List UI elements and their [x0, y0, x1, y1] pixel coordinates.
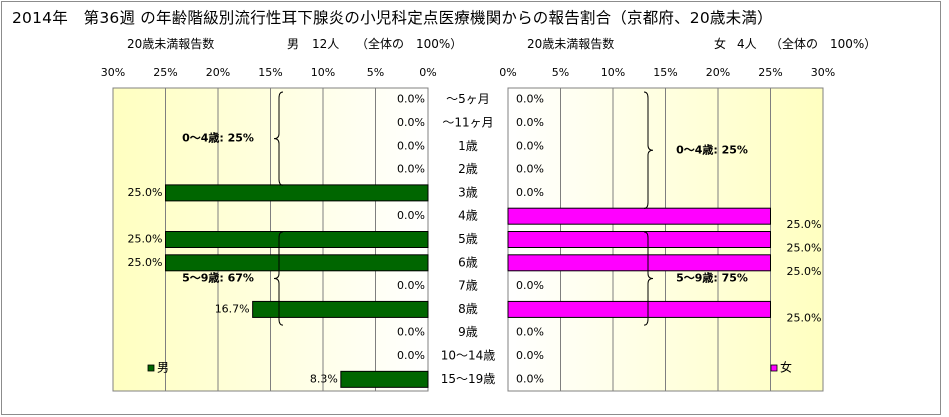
chart-title: 2014年 第36週 の年齢階級別流行性耳下腺炎の小児科定点医療機関からの報告割…	[12, 9, 773, 27]
female-x-tick-label: 10%	[601, 66, 625, 79]
male-bar	[340, 370, 429, 388]
male-value-label: 0.0%	[397, 279, 425, 292]
male-x-tick-label: 5%	[367, 66, 384, 79]
female-value-label: 0.0%	[516, 93, 544, 106]
female-value-label: 0.0%	[516, 279, 544, 292]
male-value-label: 0.0%	[397, 349, 425, 362]
male-value-label: 0.0%	[397, 139, 425, 152]
male-value-label: 0.0%	[397, 116, 425, 129]
male-x-tick-label: 10%	[311, 66, 335, 79]
female-value-label: 25.0%	[787, 218, 822, 231]
male-count: 12人	[312, 37, 340, 51]
female-share-note: （全体の 100%）	[770, 37, 877, 51]
female-bar	[507, 231, 771, 248]
male-range-annotation: 5～9歳: 67%	[182, 270, 254, 284]
female-count: 4人	[737, 37, 757, 51]
age-category-label: 5歳	[458, 232, 478, 246]
age-category-label: 9歳	[458, 325, 478, 339]
male-x-tick-label: 20%	[206, 66, 230, 79]
male-value-label: 0.0%	[397, 209, 425, 222]
female-value-label: 0.0%	[516, 116, 544, 129]
male-value-label: 0.0%	[397, 326, 425, 339]
age-category-label: 7歳	[458, 279, 478, 293]
age-category-label: 2歳	[458, 162, 478, 176]
male-bar	[165, 254, 429, 272]
male-legend-swatch	[147, 364, 155, 372]
male-value-label: 25.0%	[128, 186, 163, 199]
age-category-label: 3歳	[458, 185, 478, 199]
female-value-label: 0.0%	[516, 186, 544, 199]
female-legend-label: 女	[780, 360, 792, 375]
male-bar	[165, 231, 429, 248]
female-bar	[507, 207, 771, 225]
female-value-label: 0.0%	[516, 349, 544, 362]
female-value-label: 0.0%	[516, 139, 544, 152]
male-share-note: （全体の 100%）	[356, 37, 463, 51]
female-x-tick-label: 15%	[653, 66, 677, 79]
male-value-label: 8.3%	[310, 372, 338, 385]
age-category-label: ～5ヶ月	[446, 92, 490, 106]
female-range-annotation: 0～4歳: 25%	[676, 142, 748, 156]
female-sex-label: 女	[714, 37, 727, 51]
male-x-tick-label: 15%	[258, 66, 282, 79]
male-bar	[165, 184, 429, 202]
male-value-label: 0.0%	[397, 93, 425, 106]
female-x-tick-label: 5%	[552, 66, 569, 79]
male-legend-label: 男	[157, 361, 169, 375]
male-x-tick-label: 30%	[101, 66, 125, 79]
male-value-label: 25.0%	[128, 233, 163, 246]
female-value-label: 0.0%	[516, 326, 544, 339]
female-x-tick-label: 25%	[758, 66, 782, 79]
male-range-annotation: 0～4歳: 25%	[182, 131, 254, 145]
female-bar	[507, 254, 771, 272]
age-category-label: 1歳	[458, 139, 478, 153]
female-value-label: 0.0%	[516, 163, 544, 176]
male-range-brace	[273, 91, 284, 186]
female-x-tick-label: 20%	[706, 66, 730, 79]
female-value-label: 25.0%	[787, 311, 822, 324]
male-value-label: 0.0%	[397, 163, 425, 176]
female-value-label: 25.0%	[787, 265, 822, 278]
male-x-tick-label: 0%	[419, 66, 436, 79]
female-value-label: 0.0%	[516, 372, 544, 385]
female-x-tick-label: 0%	[499, 66, 516, 79]
female-report-label: 20歳未満報告数	[527, 37, 615, 51]
age-category-label: 8歳	[458, 302, 478, 316]
female-x-tick-label: 30%	[811, 66, 835, 79]
age-category-label: 10～14歳	[441, 349, 496, 363]
age-category-label: 15～19歳	[441, 372, 496, 386]
male-report-label: 20歳未満報告数	[127, 37, 215, 51]
male-value-label: 25.0%	[128, 256, 163, 269]
female-bar	[507, 300, 771, 318]
male-range-brace	[273, 231, 284, 326]
age-category-label: 6歳	[458, 255, 478, 269]
male-bar	[252, 300, 429, 318]
female-range-annotation: 5～9歳: 75%	[676, 270, 748, 284]
female-range-brace	[643, 91, 654, 210]
age-category-label: ～11ヶ月	[442, 115, 493, 129]
female-legend-swatch	[770, 364, 778, 372]
male-x-tick-label: 25%	[153, 66, 177, 79]
female-range-brace	[643, 231, 654, 326]
male-value-label: 16.7%	[215, 302, 250, 315]
male-sex-label: 男	[287, 37, 300, 51]
female-value-label: 25.0%	[787, 242, 822, 255]
age-category-label: 4歳	[458, 209, 478, 223]
